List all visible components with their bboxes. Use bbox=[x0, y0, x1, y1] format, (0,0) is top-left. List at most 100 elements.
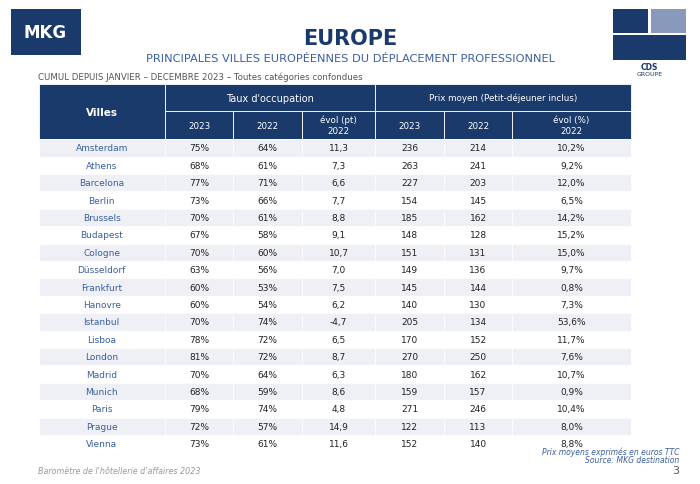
Text: 14,9: 14,9 bbox=[328, 422, 349, 431]
Text: Amsterdam: Amsterdam bbox=[76, 144, 128, 153]
Text: 162: 162 bbox=[470, 370, 486, 379]
Text: 10,7%: 10,7% bbox=[557, 370, 586, 379]
Text: 60%: 60% bbox=[258, 248, 277, 257]
Bar bbox=[164, 227, 233, 244]
Text: 122: 122 bbox=[401, 422, 418, 431]
Text: 148: 148 bbox=[401, 231, 418, 240]
Text: Prague: Prague bbox=[86, 422, 118, 431]
Bar bbox=[233, 210, 302, 227]
Text: 14,2%: 14,2% bbox=[557, 213, 586, 223]
Text: 72%: 72% bbox=[258, 335, 277, 344]
Bar bbox=[164, 85, 375, 112]
Bar bbox=[444, 400, 512, 418]
Text: 7,7: 7,7 bbox=[331, 196, 346, 205]
Text: 74%: 74% bbox=[258, 405, 277, 414]
Bar bbox=[164, 157, 233, 175]
Bar bbox=[164, 418, 233, 435]
Bar bbox=[233, 157, 302, 175]
Bar bbox=[512, 192, 631, 210]
Bar bbox=[164, 400, 233, 418]
Text: 10,4%: 10,4% bbox=[557, 405, 586, 414]
Text: 59%: 59% bbox=[258, 387, 277, 396]
Text: 63%: 63% bbox=[189, 266, 209, 274]
Bar bbox=[233, 331, 302, 348]
Text: 131: 131 bbox=[470, 248, 486, 257]
Bar bbox=[375, 383, 444, 400]
Text: 0,9%: 0,9% bbox=[560, 387, 583, 396]
Bar bbox=[164, 366, 233, 383]
Bar bbox=[233, 175, 302, 192]
Bar bbox=[375, 112, 444, 140]
Bar bbox=[302, 192, 375, 210]
Bar bbox=[444, 157, 512, 175]
Text: Vienna: Vienna bbox=[86, 439, 117, 448]
Bar bbox=[302, 175, 375, 192]
Bar bbox=[375, 418, 444, 435]
Text: 53,6%: 53,6% bbox=[557, 318, 586, 327]
Bar bbox=[375, 435, 444, 453]
Bar bbox=[375, 314, 444, 331]
Bar bbox=[512, 418, 631, 435]
Text: 66%: 66% bbox=[258, 196, 277, 205]
Bar bbox=[233, 227, 302, 244]
Text: 53%: 53% bbox=[258, 283, 277, 292]
Text: Munich: Munich bbox=[85, 387, 118, 396]
Text: 263: 263 bbox=[401, 162, 418, 170]
Text: Villes: Villes bbox=[85, 107, 118, 117]
Bar bbox=[444, 348, 512, 366]
Bar bbox=[38, 192, 164, 210]
Text: 0,8%: 0,8% bbox=[560, 283, 583, 292]
Text: 7,3%: 7,3% bbox=[560, 301, 583, 309]
Text: 64%: 64% bbox=[258, 144, 277, 153]
Text: 57%: 57% bbox=[258, 422, 277, 431]
Bar bbox=[444, 435, 512, 453]
Bar bbox=[302, 400, 375, 418]
Bar bbox=[302, 112, 375, 140]
Text: 134: 134 bbox=[470, 318, 486, 327]
Text: 2022: 2022 bbox=[256, 121, 279, 130]
Text: 2022: 2022 bbox=[467, 121, 489, 130]
Text: 11,7%: 11,7% bbox=[557, 335, 586, 344]
Text: Paris: Paris bbox=[91, 405, 113, 414]
Bar bbox=[302, 348, 375, 366]
Bar bbox=[233, 435, 302, 453]
Text: 6,6: 6,6 bbox=[331, 179, 346, 188]
Bar bbox=[375, 400, 444, 418]
Text: 75%: 75% bbox=[189, 144, 209, 153]
Text: 61%: 61% bbox=[258, 439, 277, 448]
Bar bbox=[375, 175, 444, 192]
Bar bbox=[302, 383, 375, 400]
Text: 3: 3 bbox=[672, 465, 679, 475]
Text: 72%: 72% bbox=[189, 422, 209, 431]
Bar bbox=[375, 244, 444, 261]
Text: 78%: 78% bbox=[189, 335, 209, 344]
Text: Athens: Athens bbox=[86, 162, 118, 170]
Bar bbox=[512, 314, 631, 331]
Bar bbox=[512, 331, 631, 348]
Bar bbox=[233, 314, 302, 331]
Text: 68%: 68% bbox=[189, 162, 209, 170]
Text: 11,3: 11,3 bbox=[328, 144, 349, 153]
Bar bbox=[375, 192, 444, 210]
Bar bbox=[164, 435, 233, 453]
Text: 60%: 60% bbox=[189, 301, 209, 309]
Bar bbox=[302, 366, 375, 383]
Bar bbox=[612, 36, 651, 60]
Text: Budapest: Budapest bbox=[80, 231, 123, 240]
Bar bbox=[444, 140, 512, 157]
Text: CUMUL DEPUIS JANVIER – DECEMBRE 2023 – Toutes catégories confondues: CUMUL DEPUIS JANVIER – DECEMBRE 2023 – T… bbox=[38, 73, 363, 82]
Bar bbox=[302, 157, 375, 175]
Text: 149: 149 bbox=[401, 266, 418, 274]
Text: 227: 227 bbox=[401, 179, 418, 188]
Bar bbox=[444, 366, 512, 383]
Bar bbox=[375, 261, 444, 279]
Bar bbox=[38, 383, 164, 400]
Text: 154: 154 bbox=[401, 196, 418, 205]
Text: 128: 128 bbox=[470, 231, 486, 240]
Text: Taux d'occupation: Taux d'occupation bbox=[226, 93, 314, 103]
Bar bbox=[512, 296, 631, 314]
Bar bbox=[38, 331, 164, 348]
Bar bbox=[38, 348, 164, 366]
Text: 7,6%: 7,6% bbox=[560, 352, 583, 362]
Text: 73%: 73% bbox=[189, 196, 209, 205]
